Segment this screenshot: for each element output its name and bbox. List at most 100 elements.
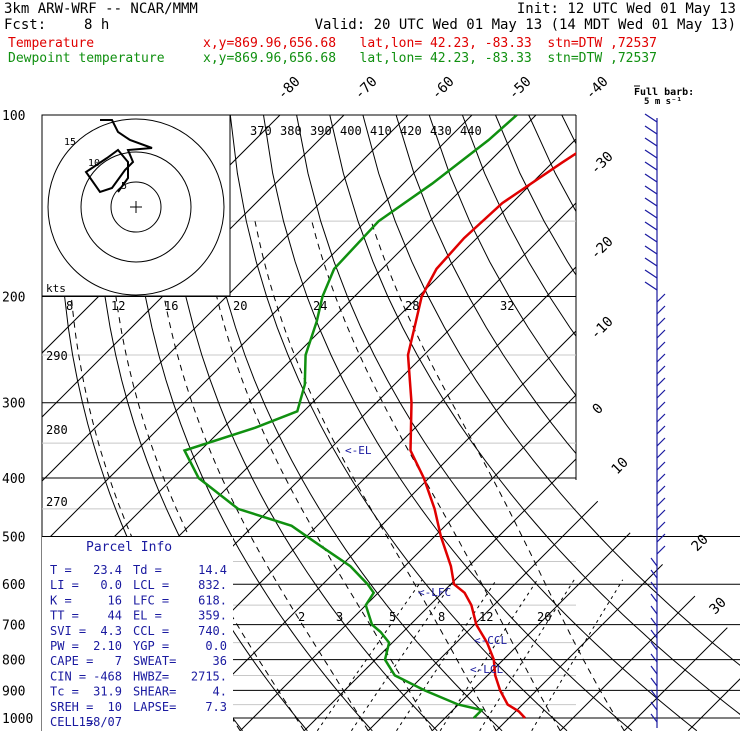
wind-barb <box>650 617 658 627</box>
mixing-ratio-upper-label-20: 20 <box>233 299 247 313</box>
isotherm-label-30: 30 <box>707 595 730 618</box>
wind-barb <box>644 197 658 207</box>
mixing-ratio-upper-label-32: 32 <box>500 299 514 313</box>
wind-barb <box>650 677 658 687</box>
wind-barb <box>656 449 666 459</box>
mixing-ratio-lower-label-8: 8 <box>438 610 445 624</box>
wind-barb <box>650 593 658 603</box>
barb-legend-unit: 5 m s⁻¹ <box>644 97 682 107</box>
hodograph-trace <box>84 119 153 194</box>
parcel-cell: K = <box>50 593 72 607</box>
parcel-cell: 4.3 <box>100 624 122 638</box>
wind-barb <box>644 245 658 255</box>
parcel-cell: 44 <box>108 609 122 623</box>
parcel-cell: 158/07 <box>79 715 122 729</box>
pressure-label-300: 300 <box>2 397 25 412</box>
parcel-cell: CCL = <box>133 624 169 638</box>
theta-label-410: 410 <box>370 124 392 138</box>
moist-adiabat-40 <box>370 221 625 731</box>
wind-barb <box>656 341 666 351</box>
hodograph-unit-label: kts <box>46 282 66 295</box>
parcel-cell: 23.4 <box>93 563 122 577</box>
isotherm-label--10: -10 <box>588 314 617 343</box>
mixing-ratio-upper-label-24: 24 <box>313 299 327 313</box>
dry-adiabat-450 <box>727 115 740 731</box>
wind-barb <box>650 665 658 675</box>
wind-barb <box>656 461 666 471</box>
isotherm--100 <box>42 115 358 731</box>
pressure-label-1000: 1000 <box>2 712 33 727</box>
parcel-cell: 832. <box>198 578 227 592</box>
mixing-ratio-lower-label-20: 20 <box>537 610 551 624</box>
pressure-label-700: 700 <box>2 619 25 634</box>
mixing-ratio-upper-label-8: 8 <box>66 299 73 313</box>
theta-label-290: 290 <box>46 349 68 363</box>
parcel-cell: 31.9 <box>93 685 122 699</box>
mixing-ratio-grid <box>316 579 624 731</box>
dry-adiabat-290 <box>196 115 503 731</box>
isotherm-label--50: -50 <box>506 74 535 103</box>
parcel-cell: 740. <box>198 624 227 638</box>
parcel-cell: 14.4 <box>198 563 227 577</box>
wind-barb <box>644 185 658 195</box>
parcel-cell: CIN = <box>50 669 86 683</box>
wind-barb <box>656 317 666 327</box>
lfc-marker: <-LFC <box>418 586 451 599</box>
dry-adiabat-360 <box>428 115 740 731</box>
dry-adiabat-420 <box>627 115 740 731</box>
init-time: Init: 12 UTC Wed 01 May 13 <box>516 1 736 17</box>
parcel-cell: 7.3 <box>205 700 227 714</box>
legend-dewpoint-info: x,y=869.96,656.68 lat,lon= 42.23, -83.33… <box>203 51 657 66</box>
parcel-cell: 36 <box>213 654 227 668</box>
wind-barb <box>644 281 658 291</box>
wind-barb <box>650 653 658 663</box>
pressure-label-100: 100 <box>2 109 25 124</box>
wind-barb <box>644 161 658 171</box>
isotherm-label-0: 0 <box>590 401 607 418</box>
parcel-cell: 359. <box>198 609 227 623</box>
moist-adiabat-10 <box>201 221 433 731</box>
dry-adiabat-390 <box>528 115 740 731</box>
parcel-cell: 2715. <box>191 669 227 683</box>
isotherm-0 <box>367 115 740 731</box>
pressure-label-600: 600 <box>2 578 25 593</box>
wind-barb <box>644 149 658 159</box>
mixing-ratio-3 <box>350 579 455 731</box>
mixing-ratio-2 <box>316 579 423 731</box>
parcel-cell: Td = <box>133 563 162 577</box>
theta-label-270: 270 <box>46 495 68 509</box>
valid-time: Valid: 20 UTC Wed 01 May 13 (14 MDT Wed … <box>314 17 736 33</box>
parcel-cell: 4. <box>213 685 227 699</box>
theta-label-370: 370 <box>250 124 272 138</box>
isotherm-label--20: -20 <box>588 234 617 263</box>
wind-barb <box>650 701 658 711</box>
parcel-cell: -468 <box>93 669 122 683</box>
mixing-ratio-upper-label-12: 12 <box>111 299 125 313</box>
mixing-ratio-upper-label-16: 16 <box>164 299 178 313</box>
wind-barb <box>656 293 666 303</box>
dry-adiabat-430 <box>660 115 740 731</box>
dry-adiabat-330 <box>329 115 740 731</box>
theta-label-430: 430 <box>430 124 452 138</box>
theta-label-280: 280 <box>46 423 68 437</box>
wind-barb <box>644 209 658 219</box>
dry-adiabat-410 <box>594 115 740 731</box>
parcel-cell: CELL = <box>50 715 93 729</box>
legend-temperature-name: Temperature <box>8 36 95 51</box>
parcel-info-panel: Parcel Info T = 23.4 Td = 14.4 LI = 0.0 LCL = 8… <box>42 537 233 731</box>
isotherm-label-20: 20 <box>689 532 712 555</box>
lcl-marker: <-LCL <box>470 663 503 676</box>
wind-barb <box>656 389 666 399</box>
ccl-marker: <-CCL <box>474 634 507 647</box>
forecast-label: Fcst: <box>4 17 47 33</box>
isotherm-10 <box>431 115 740 731</box>
parcel-cell: LCL = <box>133 578 169 592</box>
parcel-cell: HWBZ= <box>133 669 169 683</box>
wind-barb <box>656 401 666 411</box>
mixing-ratio-lower-label-3: 3 <box>336 610 343 624</box>
mixing-ratio-lower-label-2: 2 <box>298 610 305 624</box>
parcel-cell: Tc = <box>50 685 79 699</box>
wind-barb <box>650 629 658 639</box>
wind-barb <box>644 173 658 183</box>
